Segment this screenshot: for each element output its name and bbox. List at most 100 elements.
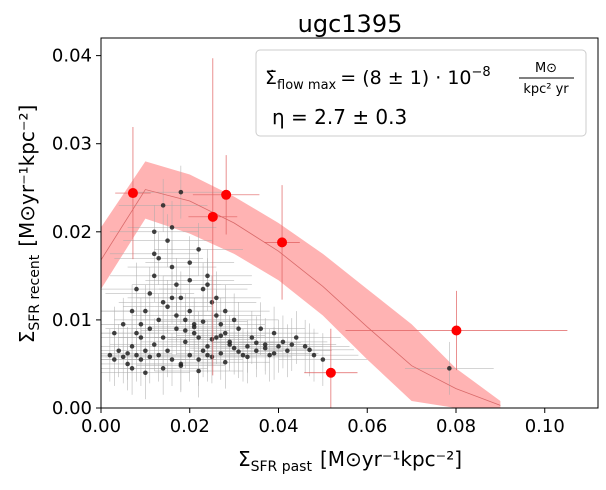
pixel-point: [205, 282, 210, 287]
pixel-point: [107, 352, 113, 358]
pixel-point: [200, 319, 206, 324]
pixel-point: [160, 299, 166, 305]
flow-sub: flow max: [277, 78, 337, 93]
binned-point: [277, 237, 288, 248]
pixel-point: [240, 352, 246, 358]
pixel-point: [143, 370, 148, 376]
pixel-point: [209, 299, 215, 305]
pixel-point: [222, 359, 228, 365]
pixel-point: [218, 333, 224, 339]
pixel-point: [271, 330, 277, 336]
pixel-point: [245, 354, 250, 360]
flow-unit-numerator: M⊙: [535, 61, 557, 76]
pixel-point: [236, 349, 241, 354]
pixel-point: [183, 339, 188, 345]
y-tick-label: 0.02: [52, 222, 92, 243]
y-tick-label: 0.01: [52, 310, 92, 331]
pixel-point: [227, 342, 232, 347]
pixel-point: [231, 317, 237, 323]
pixel-point: [276, 344, 281, 349]
pixel-point: [138, 357, 144, 362]
pixel-point: [187, 352, 193, 358]
pixel-point: [196, 335, 201, 340]
pixel-point: [183, 328, 188, 333]
pixel-point: [236, 326, 241, 332]
x-tick-label: 0.08: [436, 416, 476, 437]
pixel-point: [174, 326, 179, 332]
model-band: [101, 161, 501, 408]
y-axis-label-unit: [M⊙yr⁻¹kpc⁻²]: [15, 105, 39, 247]
pixel-point: [112, 330, 117, 336]
pixel-point: [147, 291, 153, 296]
pixel-point: [187, 277, 193, 283]
pixel-point: [205, 352, 210, 358]
pixel-point: [151, 251, 157, 257]
pixel-point: [116, 348, 122, 354]
pixel-point: [160, 335, 166, 340]
pixel-point: [156, 255, 161, 261]
pixel-point: [147, 326, 153, 332]
x-tick-label: 0.00: [81, 416, 121, 437]
pixel-point: [200, 286, 206, 292]
pixel-point: [169, 225, 175, 230]
x-tick-label: 0.02: [170, 416, 210, 437]
pixel-point: [112, 357, 117, 362]
x-axis-label: ΣSFR past [M⊙yr⁻¹kpc⁻²]: [238, 447, 462, 475]
pixel-point: [218, 351, 224, 356]
pixel-point: [262, 342, 268, 347]
pixel-point: [183, 317, 188, 323]
flow-unit-denominator: kpc² yr: [523, 82, 569, 97]
pixel-point: [160, 366, 166, 371]
pixel-point: [271, 351, 277, 356]
flow-max-annotation: Σ̇flow max = (8 ± 1) · 10−8: [265, 65, 491, 93]
pixel-point: [125, 351, 130, 356]
y-tick-label: 0.04: [52, 46, 92, 67]
pixel-point: [262, 345, 268, 351]
pixel-point: [178, 189, 184, 195]
pixel-point: [214, 313, 219, 318]
binned-point: [451, 325, 462, 336]
pixel-point: [311, 352, 317, 358]
pixel-point: [267, 352, 272, 358]
plot-clip-group: [101, 58, 568, 408]
binned-point: [207, 211, 218, 222]
chart-title: ugc1395: [298, 10, 403, 38]
pixel-point: [174, 313, 179, 318]
x-axis-label-main: Σ: [238, 447, 251, 471]
model-line: [101, 189, 501, 406]
pixel-point: [143, 348, 148, 354]
pixel-point: [156, 317, 161, 323]
y-axis-label: ΣSFR recent [M⊙yr⁻¹kpc⁻²]: [15, 105, 43, 344]
x-axis-label-unit: [M⊙yr⁻¹kpc⁻²]: [320, 447, 462, 471]
pixel-point: [129, 344, 135, 349]
pixel-point: [129, 308, 135, 314]
pixel-point: [191, 324, 197, 330]
pixel-point: [134, 286, 139, 292]
pixel-point: [169, 264, 175, 270]
pixel-point: [245, 344, 250, 349]
binned-point: [221, 189, 232, 200]
pixel-point: [169, 357, 175, 362]
pixel-point: [209, 336, 215, 342]
flow-value: = (8 ± 1) · 10: [340, 67, 471, 89]
x-tick-label: 0.04: [258, 416, 298, 437]
pixel-point: [134, 330, 139, 336]
eta-annotation: η = 2.7 ± 0.3: [272, 105, 407, 129]
pixel-point: [214, 295, 219, 301]
axes-frame: [100, 37, 599, 409]
flow-exponent: −8: [472, 65, 491, 80]
pixel-point: [165, 304, 170, 309]
pixel-point: [120, 354, 126, 360]
pixel-point: [196, 368, 201, 374]
pixel-point: [222, 330, 228, 336]
pixel-point: [231, 345, 237, 351]
pixel-point: [178, 363, 184, 369]
y-axis-label-main: Σ: [15, 331, 39, 344]
pixel-point: [218, 322, 224, 327]
pixel-point: [187, 308, 193, 314]
pixel-point: [205, 273, 210, 279]
pixel-point: [196, 357, 201, 362]
pixel-point: [125, 361, 130, 367]
annotation-box: Σ̇flow max = (8 ± 1) · 10−8 M⊙ kpc² yr η …: [255, 49, 587, 137]
pixel-point: [165, 348, 170, 354]
